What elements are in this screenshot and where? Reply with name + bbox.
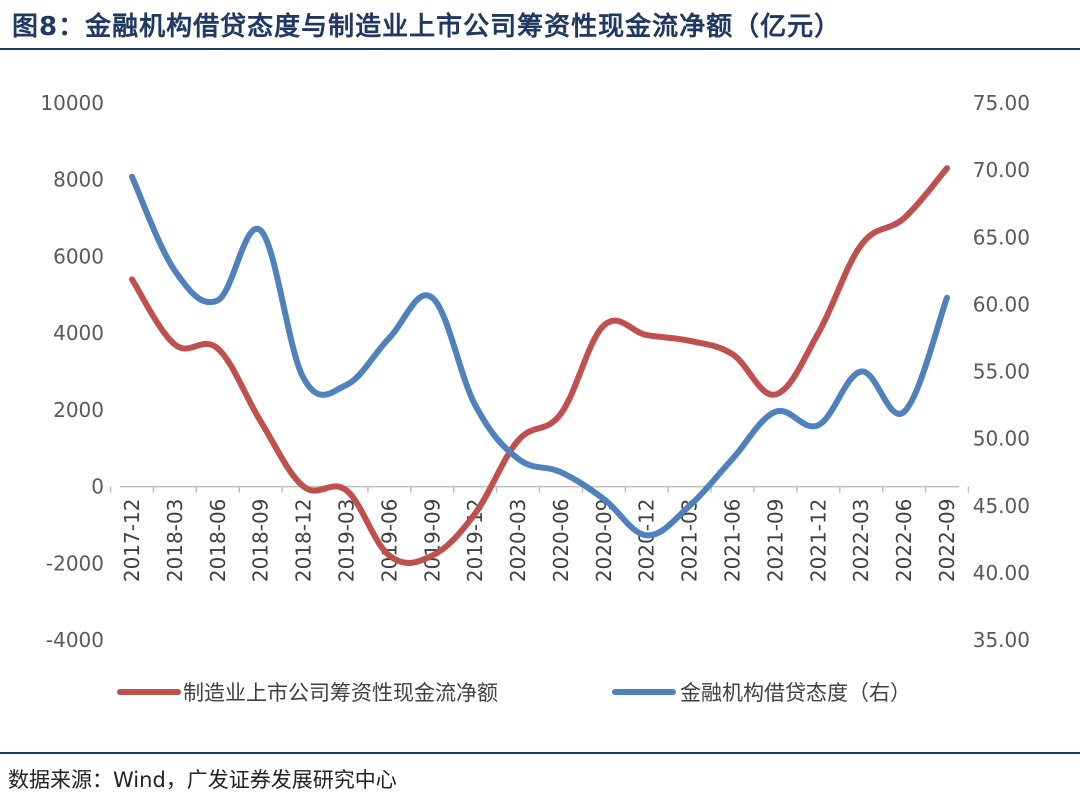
legend: 制造业上市公司筹资性现金流净额 金融机构借贷态度（右） bbox=[117, 681, 911, 705]
y-left-tick-label: 6000 bbox=[53, 244, 104, 268]
chart-area: 10000 8000 6000 4000 2000 0 -2000 -4000 75.00 70… bbox=[0, 50, 1080, 750]
source-bar: 数据来源：Wind，广发证券发展研究中心 bbox=[0, 752, 1080, 797]
y-right-tick-label: 55.00 bbox=[973, 360, 1030, 384]
y-right-axis: 75.00 70.00 65.00 60.00 55.00 50.00 45.00 40.00… bbox=[973, 91, 1030, 652]
x-tick-label: 2021-09 bbox=[763, 499, 787, 583]
x-tick-label: 2019-03 bbox=[334, 499, 358, 583]
y-right-tick-label: 65.00 bbox=[973, 225, 1030, 249]
y-left-tick-label: 0 bbox=[91, 475, 104, 499]
y-left-axis: 10000 8000 6000 4000 2000 0 -2000 -4000 bbox=[40, 91, 104, 652]
x-tick-label: 2019-06 bbox=[377, 499, 401, 583]
x-tick-label: 2018-03 bbox=[163, 499, 187, 583]
x-tick-label: 2020-03 bbox=[506, 499, 530, 583]
y-left-tick-label: 10000 bbox=[40, 91, 104, 115]
y-left-tick-label: 2000 bbox=[53, 398, 104, 422]
title-bar: 图8：金融机构借贷态度与制造业上市公司筹资性现金流净额（亿元） bbox=[0, 0, 1080, 50]
y-left-tick-label: 4000 bbox=[53, 321, 104, 345]
y-right-tick-label: 70.00 bbox=[973, 158, 1030, 182]
x-tick-label: 2018-06 bbox=[206, 499, 230, 583]
y-right-tick-label: 35.00 bbox=[973, 628, 1030, 652]
x-tick-label: 2018-12 bbox=[292, 499, 316, 583]
legend-label: 制造业上市公司筹资性现金流净额 bbox=[183, 681, 498, 705]
line-chart: 10000 8000 6000 4000 2000 0 -2000 -4000 75.00 70… bbox=[40, 91, 1030, 705]
series-lines bbox=[129, 165, 950, 566]
legend-label: 金融机构借贷态度（右） bbox=[680, 681, 911, 705]
y-right-tick-label: 60.00 bbox=[973, 292, 1030, 316]
x-tick-label: 2021-12 bbox=[806, 499, 830, 583]
y-right-tick-label: 40.00 bbox=[973, 561, 1030, 585]
x-tick-label: 2022-03 bbox=[849, 499, 873, 583]
x-tick-label: 2019-09 bbox=[420, 499, 444, 583]
source-note: 数据来源：Wind，广发证券发展研究中心 bbox=[8, 768, 397, 792]
y-left-tick-label: 8000 bbox=[53, 168, 104, 192]
y-left-tick-label: -4000 bbox=[46, 628, 104, 652]
x-tick-label: 2022-06 bbox=[892, 499, 916, 583]
y-left-tick-label: -2000 bbox=[46, 551, 104, 575]
x-tick-label: 2020-12 bbox=[635, 499, 659, 583]
y-right-tick-label: 75.00 bbox=[973, 91, 1030, 115]
x-axis: 2017-12 2018-03 2018-06 2018-09 2018-12 2019-… bbox=[109, 486, 970, 583]
x-tick-label: 2022-09 bbox=[935, 499, 959, 583]
page-title: 图8：金融机构借贷态度与制造业上市公司筹资性现金流净额（亿元） bbox=[12, 12, 842, 42]
x-tick-label: 2020-06 bbox=[549, 499, 573, 583]
series-line-lending-attitude bbox=[129, 173, 950, 539]
series-line-cash-flow bbox=[129, 165, 950, 566]
x-tick-label: 2020-09 bbox=[592, 499, 616, 583]
y-right-tick-label: 45.00 bbox=[973, 494, 1030, 518]
x-tick-label: 2017-12 bbox=[120, 499, 144, 583]
x-tick-label: 2018-09 bbox=[249, 499, 273, 583]
y-right-tick-label: 50.00 bbox=[973, 427, 1030, 451]
x-tick-label: 2021-06 bbox=[721, 499, 745, 583]
